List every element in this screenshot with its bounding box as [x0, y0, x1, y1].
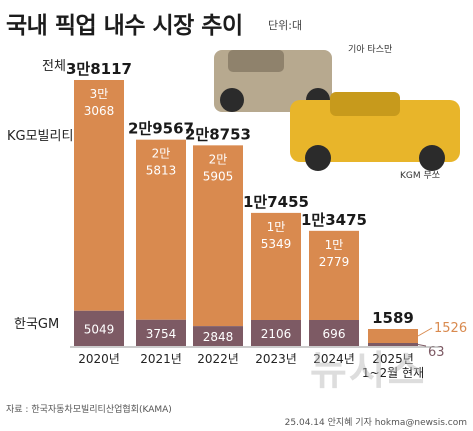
bar-kgm-3	[251, 212, 301, 320]
total-label-5: 1589	[372, 309, 414, 327]
kgm-label-3-1: 5349	[261, 237, 292, 251]
gm-label-3: 2106	[261, 327, 292, 341]
legend-kgm: KG모빌리티	[7, 129, 73, 144]
gm-label-2: 2848	[203, 330, 234, 344]
legend-total: 전체	[42, 59, 66, 74]
gm-label-1: 3754	[146, 327, 177, 341]
kgm-label-5-0: 1526	[434, 321, 467, 336]
kgm-label-3-0: 1만	[267, 220, 286, 234]
bar-gm-3	[251, 320, 301, 346]
photo-musso	[290, 92, 460, 171]
bar-gm-0	[74, 310, 124, 346]
kgm-label-1-0: 2만	[152, 147, 171, 161]
bar-kgm-0	[74, 80, 124, 311]
total-label-0: 3만8117	[66, 60, 132, 78]
source-text: 자료 : 한국자동차모빌리티산업협회(KAMA)	[6, 405, 172, 415]
gm-label-4: 696	[323, 327, 346, 341]
bar-kgm-4	[309, 230, 359, 320]
kgm-label-2-0: 2만	[209, 152, 228, 166]
kgm-label-2-1: 5905	[203, 169, 234, 183]
kgm-label-0-0: 3만	[90, 87, 109, 101]
kgm-label-1-1: 5813	[146, 164, 177, 178]
photo-caption-musso: KGM 무쏘	[400, 170, 440, 181]
callout-line-gm	[417, 344, 427, 347]
bar-kgm-5	[368, 329, 418, 343]
gm-label-5: 63	[428, 345, 445, 360]
bar-gm-5	[368, 343, 418, 346]
kgm-label-4-0: 1만	[325, 238, 344, 252]
x-tick-label-4: 2024년	[313, 352, 355, 366]
total-label-3: 1만7455	[243, 193, 309, 211]
credit-text: 25.04.14 안지혜 기자 hokma@newsis.com	[284, 418, 467, 428]
bar-gm-2	[193, 326, 243, 346]
bar-kgm-1	[136, 139, 186, 320]
x-tick-label-5-b: 1~2월 현재	[362, 366, 424, 380]
watermark: 뉴시스	[310, 348, 427, 394]
x-tick-label-3: 2023년	[255, 352, 297, 366]
legend-gm: 한국GM	[14, 317, 59, 332]
total-label-1: 2만9567	[128, 120, 194, 138]
gm-label-0: 5049	[84, 322, 115, 336]
x-tick-label-5: 2025년	[372, 352, 414, 366]
callout-line-kgm	[417, 327, 433, 337]
bar-gm-4	[309, 320, 359, 346]
chart-title: 국내 픽업 내수 시장 추이	[6, 13, 243, 39]
kgm-label-0-1: 3068	[84, 104, 115, 118]
total-label-4: 1만3475	[301, 211, 367, 229]
x-tick-label-2: 2022년	[197, 352, 239, 366]
unit-label: 단위:대	[268, 19, 303, 32]
bars-group: 3만8117 2020년 3만 3068 5049 2만9567 2021년 2만 5813 37…	[66, 60, 467, 380]
photo-caption-tasman: 기아 타스만	[348, 44, 392, 55]
bar-gm-1	[136, 319, 186, 346]
kgm-label-4-1: 2779	[319, 255, 350, 269]
total-label-2: 2만8753	[185, 125, 251, 143]
x-tick-label-1: 2021년	[140, 352, 182, 366]
bar-kgm-2	[193, 145, 243, 327]
x-tick-label-0: 2020년	[78, 352, 120, 366]
